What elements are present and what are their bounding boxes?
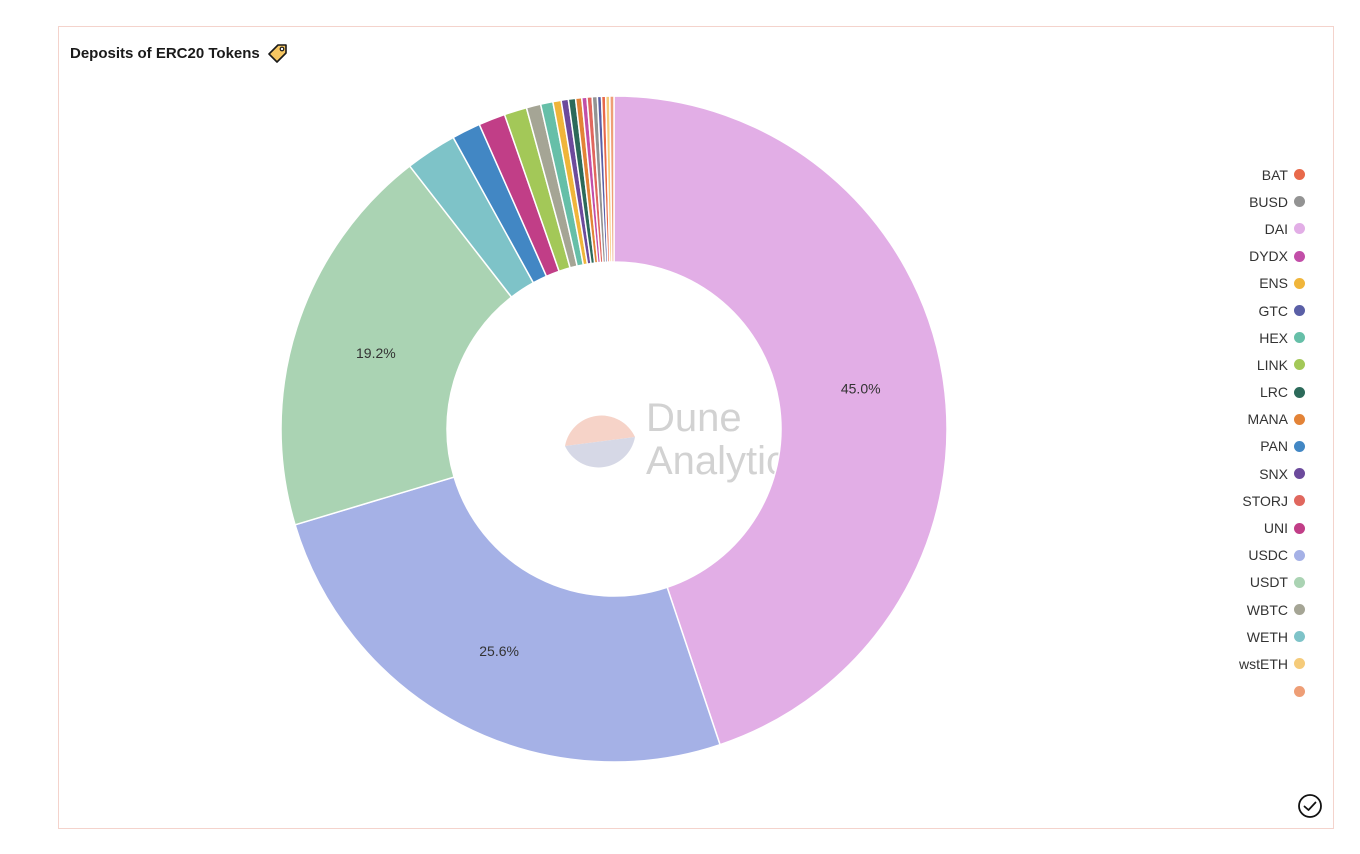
legend-swatch (1294, 685, 1305, 697)
dune-watermark: Dune Analytics (565, 396, 806, 483)
legend-item-mana[interactable]: MANA (1239, 406, 1305, 433)
legend-swatch (1294, 658, 1305, 670)
legend-swatch (1294, 386, 1305, 398)
legend-item-lrc[interactable]: LRC (1239, 379, 1305, 406)
legend-label: SNX (1259, 465, 1288, 482)
legend-label: LRC (1259, 384, 1288, 401)
legend-item-snx[interactable]: SNX (1239, 460, 1305, 487)
legend-label: GTC (1258, 302, 1288, 319)
legend-swatch (1294, 522, 1305, 534)
chart-card: Deposits of ERC20 Tokens Dune Analytics … (58, 26, 1334, 829)
data-label-usdc: 25.6% (479, 643, 519, 659)
legend-swatch (1294, 169, 1305, 181)
legend-swatch (1294, 250, 1305, 262)
legend-item-busd[interactable]: BUSD (1239, 188, 1305, 215)
legend-item-storj[interactable]: STORJ (1239, 487, 1305, 514)
data-label-dai: 45.0% (841, 381, 881, 397)
legend-label: DYDX (1249, 248, 1288, 265)
legend-item-usdt[interactable]: USDT (1239, 569, 1305, 596)
legend-label: BAT (1261, 166, 1288, 183)
legend-label: STORJ (1242, 492, 1288, 509)
legend-item-link[interactable]: LINK (1239, 351, 1305, 378)
legend-item-uni[interactable]: UNI (1239, 514, 1305, 541)
legend-item-gtc[interactable]: GTC (1239, 297, 1305, 324)
legend-item-hex[interactable]: HEX (1239, 324, 1305, 351)
legend-item-wsteth[interactable]: wstETH (1239, 650, 1305, 677)
legend-swatch (1294, 196, 1305, 208)
chart-title: Deposits of ERC20 Tokens (70, 44, 260, 62)
legend-swatch (1294, 359, 1305, 371)
watermark-line1: Dune (646, 396, 742, 440)
legend-swatch (1294, 576, 1305, 588)
slice-dai[interactable] (613, 95, 948, 746)
legend-swatch (1294, 223, 1305, 235)
data-label-usdt: 19.2% (356, 345, 396, 361)
legend-item-other[interactable] (1239, 678, 1305, 705)
legend-item-bat[interactable]: BAT (1239, 161, 1305, 188)
check-circle-icon[interactable] (1297, 793, 1323, 824)
legend-label: WBTC (1246, 601, 1288, 618)
tag-icon (267, 43, 288, 63)
chart-title-bar: Deposits of ERC20 Tokens (70, 43, 288, 63)
legend-swatch (1294, 305, 1305, 317)
legend-swatch (1294, 549, 1305, 561)
legend-label: USDT (1249, 574, 1288, 591)
legend-label: MANA (1247, 411, 1288, 428)
donut-chart: Dune Analytics 45.0% 25.6% 19.2% (280, 95, 948, 763)
legend-label: wstETH (1239, 655, 1288, 672)
legend-swatch (1294, 413, 1305, 425)
legend-label: DAI (1264, 220, 1288, 237)
slice-other[interactable] (609, 95, 615, 263)
legend-label: BUSD (1249, 193, 1288, 210)
legend-item-ens[interactable]: ENS (1239, 270, 1305, 297)
legend-swatch (1294, 631, 1305, 643)
legend-label: USDC (1248, 547, 1288, 564)
legend-swatch (1294, 495, 1305, 507)
donut-data-labels: 45.0% 25.6% 19.2% (356, 345, 881, 659)
legend-swatch (1294, 440, 1305, 452)
legend-item-pan[interactable]: PAN (1239, 433, 1305, 460)
legend-item-dydx[interactable]: DYDX (1239, 243, 1305, 270)
legend-swatch (1294, 332, 1305, 344)
legend-label: LINK (1256, 356, 1288, 373)
chart-legend: BAT BUSD DAI DYDX ENS GTC HEX LINK LRC MANA PAN SNX… (1239, 161, 1305, 705)
legend-label: PAN (1260, 438, 1288, 455)
slice-usdt[interactable] (280, 164, 513, 526)
legend-label: UNI (1263, 520, 1288, 537)
legend-swatch (1294, 604, 1305, 616)
legend-item-wbtc[interactable]: WBTC (1239, 596, 1305, 623)
legend-swatch (1294, 468, 1305, 480)
legend-label: ENS (1259, 275, 1288, 292)
legend-item-weth[interactable]: WETH (1239, 623, 1305, 650)
legend-label: HEX (1259, 329, 1288, 346)
legend-swatch (1294, 277, 1305, 289)
slice-usdc[interactable] (294, 476, 721, 763)
legend-item-usdc[interactable]: USDC (1239, 542, 1305, 569)
donut-slices (280, 95, 948, 763)
legend-item-dai[interactable]: DAI (1239, 215, 1305, 242)
legend-label: WETH (1246, 628, 1288, 645)
